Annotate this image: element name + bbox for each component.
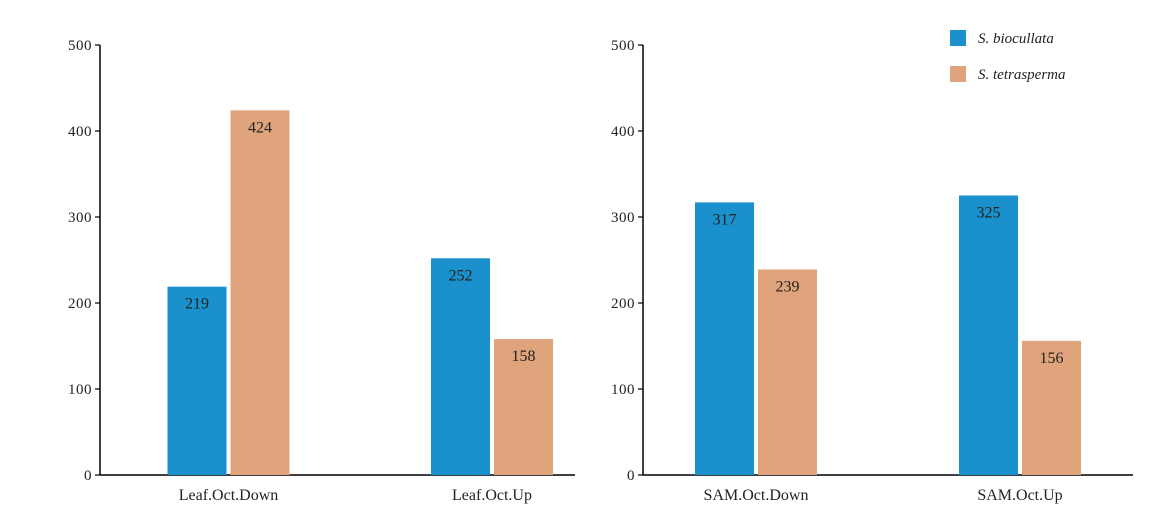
y-tick-label: 0	[627, 468, 635, 484]
chart-panel-1: 0 100 200 300 400 500 219 424 Leaf.Oct.Down 252 15…	[68, 38, 575, 504]
chart-panels: 0 100 200 300 400 500 219 424 Leaf.Oct.Down 252 15…	[68, 38, 1133, 504]
legend: S. biocullata S. tetrasperma	[950, 30, 1066, 83]
y-tick-label: 500	[68, 38, 92, 54]
y-tick-label: 200	[611, 296, 635, 312]
x-tick-label: Leaf.Oct.Down	[179, 487, 279, 504]
y-tick-label: 100	[68, 382, 92, 398]
bar-biocullata	[959, 195, 1018, 475]
bar-biocullata	[695, 202, 754, 475]
y-tick-label: 500	[611, 38, 635, 54]
data-label: 219	[185, 296, 209, 313]
y-tick-label: 400	[68, 124, 92, 140]
data-label: 239	[776, 278, 800, 295]
y-tick-label: 200	[68, 296, 92, 312]
y-tick-label: 300	[611, 210, 635, 226]
bar-tetrasperma	[758, 269, 817, 475]
y-tick-label: 0	[84, 468, 92, 484]
y-tick-label: 100	[611, 382, 635, 398]
data-label: 325	[977, 205, 1001, 222]
legend-swatch	[950, 66, 966, 82]
data-label: 252	[449, 267, 473, 284]
bar-tetrasperma	[1022, 340, 1081, 475]
legend-item: S. tetrasperma	[950, 66, 1066, 83]
x-tick-label: Leaf.Oct.Up	[452, 487, 532, 504]
bar-tetrasperma	[494, 339, 553, 475]
bar-tetrasperma	[230, 110, 290, 476]
bar-biocullata	[431, 258, 490, 475]
data-label: 158	[512, 348, 536, 365]
data-label: 317	[713, 211, 737, 228]
data-label: 156	[1040, 350, 1064, 367]
legend-label: S. biocullata	[978, 31, 1054, 47]
legend-swatch	[950, 30, 966, 46]
chart-panel-2: 0 100 200 300 400 500 317 239 SAM.Oct.Down 325 156…	[611, 38, 1133, 504]
data-label: 424	[248, 119, 272, 136]
x-tick-label: SAM.Oct.Down	[704, 487, 809, 504]
x-tick-label: SAM.Oct.Up	[977, 487, 1062, 504]
y-tick-label: 400	[611, 124, 635, 140]
legend-label: S. tetrasperma	[978, 67, 1066, 83]
y-tick-label: 300	[68, 210, 92, 226]
legend-item: S. biocullata	[950, 30, 1054, 47]
bar-biocullata	[167, 286, 227, 475]
